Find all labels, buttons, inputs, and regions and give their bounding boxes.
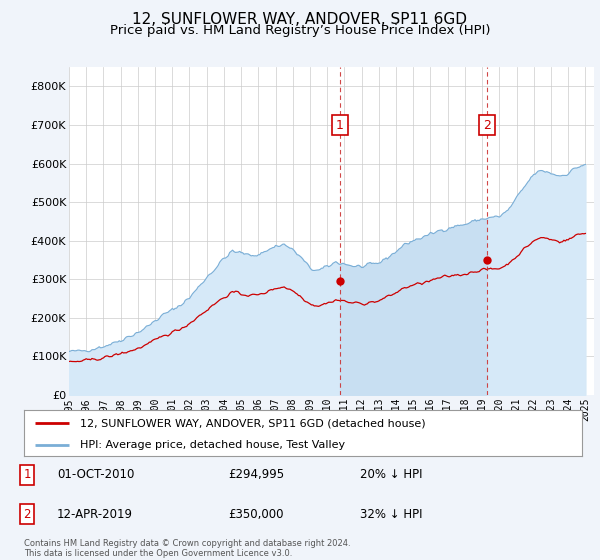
Text: 1: 1 xyxy=(23,468,31,482)
Text: Contains HM Land Registry data © Crown copyright and database right 2024.
This d: Contains HM Land Registry data © Crown c… xyxy=(24,539,350,558)
Text: Price paid vs. HM Land Registry’s House Price Index (HPI): Price paid vs. HM Land Registry’s House … xyxy=(110,24,490,37)
Text: £294,995: £294,995 xyxy=(228,468,284,482)
Text: 2: 2 xyxy=(23,507,31,521)
Text: 12, SUNFLOWER WAY, ANDOVER, SP11 6GD (detached house): 12, SUNFLOWER WAY, ANDOVER, SP11 6GD (de… xyxy=(80,418,425,428)
Text: 12-APR-2019: 12-APR-2019 xyxy=(57,507,133,521)
Text: 32% ↓ HPI: 32% ↓ HPI xyxy=(360,507,422,521)
Text: 2: 2 xyxy=(483,119,491,132)
Text: HPI: Average price, detached house, Test Valley: HPI: Average price, detached house, Test… xyxy=(80,440,345,450)
Text: £350,000: £350,000 xyxy=(228,507,284,521)
Text: 12, SUNFLOWER WAY, ANDOVER, SP11 6GD: 12, SUNFLOWER WAY, ANDOVER, SP11 6GD xyxy=(133,12,467,27)
Text: 20% ↓ HPI: 20% ↓ HPI xyxy=(360,468,422,482)
Text: 1: 1 xyxy=(336,119,344,132)
Text: 01-OCT-2010: 01-OCT-2010 xyxy=(57,468,134,482)
